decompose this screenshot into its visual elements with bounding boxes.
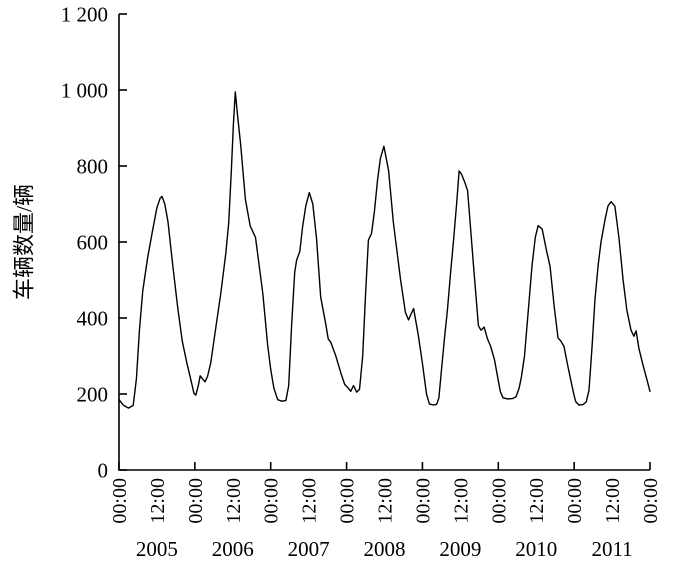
x-tick-label: 00:00	[109, 478, 131, 524]
x-tick-label: 00:00	[488, 478, 510, 524]
y-tick-label: 1 200	[61, 2, 108, 26]
year-label: 2005	[136, 537, 178, 561]
axes-group	[118, 14, 650, 471]
x-tick-label: 12:00	[299, 478, 321, 524]
x-tick-label: 12:00	[450, 478, 472, 524]
year-label: 2011	[591, 537, 632, 561]
x-tick-label: 12:00	[375, 478, 397, 524]
x-tick-label: 12:00	[147, 478, 169, 524]
year-label: 2006	[212, 537, 254, 561]
x-tick-label: 00:00	[261, 478, 283, 524]
x-tick-label: 12:00	[526, 478, 548, 524]
y-axis-title: 车辆数量/辆	[12, 184, 37, 300]
y-tick-labels-group: 0 200 400 600 800 1 000 1 200	[61, 2, 108, 482]
y-tick-label: 800	[77, 154, 109, 178]
x-tick-label: 00:00	[640, 478, 662, 524]
y-tick-label: 400	[77, 306, 109, 330]
y-tick-label: 600	[77, 230, 109, 254]
x-tick-label: 00:00	[564, 478, 586, 524]
x-tick-label: 00:00	[185, 478, 207, 524]
year-label: 2007	[288, 537, 330, 561]
year-label: 2009	[439, 537, 481, 561]
y-tick-label: 200	[77, 382, 109, 406]
x-tick-labels-group: 00:00 12:00 00:00 12:00 00:00 12:00 00:00 12:00…	[109, 478, 662, 524]
x-tick-label: 12:00	[602, 478, 624, 524]
vehicle-count-line	[118, 91, 651, 409]
x-tick-label: 00:00	[337, 478, 359, 524]
year-labels-group: 2005 2006 2007 2008 2009 2010 2011	[136, 537, 633, 561]
y-tick-label: 1 000	[61, 78, 108, 102]
x-tick-label: 00:00	[412, 478, 434, 524]
x-tick-label: 12:00	[223, 478, 245, 524]
y-tick-label: 0	[98, 458, 109, 482]
year-label: 2008	[364, 537, 406, 561]
year-label: 2010	[515, 537, 557, 561]
tick-marks-group	[118, 13, 651, 471]
